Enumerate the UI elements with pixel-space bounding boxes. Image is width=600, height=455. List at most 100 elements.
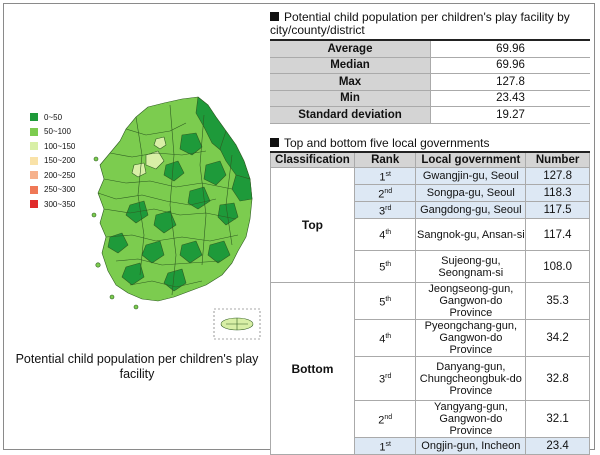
rank-suffix: th <box>385 295 392 303</box>
table-row: Bottom 5th Jeongseong-gun, Gangwon-do Pr… <box>270 282 590 455</box>
stats-row: Median 69.96 <box>270 56 590 74</box>
header-gov: Local government <box>415 151 527 168</box>
rank-number: 2 <box>378 414 385 427</box>
district-region <box>107 232 129 254</box>
rank-suffix: th <box>385 332 392 340</box>
number-cell: 32.1 <box>525 400 590 438</box>
number-cell: 118.3 <box>525 184 590 202</box>
legend-item: 250~300 <box>30 183 75 198</box>
legend-label: 50~100 <box>44 127 71 137</box>
rank-suffix: th <box>385 229 392 237</box>
header-classification: Classification <box>270 151 355 168</box>
district-region <box>217 202 239 226</box>
number-cell: 34.2 <box>525 319 590 357</box>
legend-item: 0~50 <box>30 110 75 125</box>
number-cell: 32.8 <box>525 356 590 401</box>
district-region <box>207 240 231 264</box>
gov-cell: Jeongseong-gun, Gangwon-do Province <box>415 282 527 320</box>
legend-item: 150~200 <box>30 154 75 169</box>
rank-suffix: rd <box>385 204 392 212</box>
square-bullet-icon <box>270 138 279 147</box>
rank-suffix: st <box>385 440 391 448</box>
stats-row: Max 127.8 <box>270 73 590 91</box>
stats-title-text: Potential child population per children'… <box>270 10 570 37</box>
jeju-inset-box <box>213 308 261 340</box>
map-legend: 0~50 50~100 100~150 150~200 200~250 250~… <box>30 110 75 212</box>
boundary-line <box>97 122 239 288</box>
stats-label: Standard deviation <box>270 106 431 124</box>
stats-value: 69.96 <box>430 39 590 58</box>
table-row: 3rd Danyang-gun, Chungcheongbuk-do Provi… <box>271 356 590 401</box>
stats-value: 127.8 <box>430 73 590 91</box>
rank-header-row: Classification Rank Local government Num… <box>270 151 590 168</box>
rank-number: 2 <box>378 188 385 201</box>
island <box>95 262 101 268</box>
rank-cell: 1st <box>353 167 417 185</box>
gov-cell: Gwangjin-gu, Seoul <box>415 167 527 185</box>
rank-cell: 1st <box>353 437 417 455</box>
rank-number: 3 <box>379 373 386 386</box>
table-row: 3rd Gangdong-gu, Seoul 117.5 <box>271 201 590 219</box>
district-region <box>153 136 167 150</box>
number-cell: 23.4 <box>525 437 590 455</box>
gov-cell: Pyeongchang-gun, Gangwon-do Province <box>415 319 527 357</box>
stats-row: Min 23.43 <box>270 89 590 107</box>
table-row: 1st Ongjin-gun, Incheon 23.4 <box>271 437 590 455</box>
district-region <box>231 174 253 202</box>
island <box>93 156 99 162</box>
stats-title: Potential child population per children'… <box>270 11 595 37</box>
gov-cell: Sujeong-gu, Seongnam-si <box>415 250 527 283</box>
stats-label: Average <box>270 39 431 58</box>
district-region <box>163 160 185 182</box>
gov-cell: Sangnok-gu, Ansan-si <box>415 218 527 251</box>
mainland-region <box>97 96 253 302</box>
stats-label: Max <box>270 73 431 91</box>
rank-suffix: nd <box>384 413 393 421</box>
legend-swatch <box>30 171 38 180</box>
stats-table: Average 69.96 Median 69.96 Max 127.8 Min 23.… <box>270 39 590 124</box>
island <box>109 294 115 300</box>
district-region <box>203 160 227 186</box>
number-cell: 108.0 <box>525 250 590 283</box>
legend-item: 300~350 <box>30 197 75 212</box>
rank-title-text: Top and bottom five local governments <box>284 136 490 150</box>
korea-choropleth-map <box>91 96 261 340</box>
district-region <box>153 210 177 234</box>
rank-cell: 2nd <box>353 400 417 438</box>
district-region <box>131 162 147 178</box>
stats-label: Min <box>270 89 431 107</box>
legend-label: 150~200 <box>44 156 76 166</box>
gov-cell: Yangyang-gun, Gangwon-do Province <box>415 400 527 438</box>
district-region <box>179 240 203 264</box>
header-number: Number <box>525 151 590 168</box>
legend-swatch <box>30 127 38 136</box>
rank-cell: 4th <box>353 319 417 357</box>
stats-value: 19.27 <box>430 106 590 124</box>
legend-label: 0~50 <box>44 112 63 122</box>
stats-value: 69.96 <box>430 56 590 74</box>
rank-cell: 4th <box>353 218 417 251</box>
legend-label: 300~350 <box>44 199 76 209</box>
bottom-label: Bottom <box>270 282 355 455</box>
number-cell: 127.8 <box>525 167 590 185</box>
rank-suffix: st <box>385 170 391 178</box>
stats-label: Median <box>270 56 431 74</box>
legend-item: 100~150 <box>30 139 75 154</box>
rank-cell: 3rd <box>353 356 417 401</box>
rank-number: 4 <box>379 333 386 346</box>
rank-number: 3 <box>379 205 386 218</box>
rank-number: 5 <box>379 296 386 309</box>
rank-suffix: nd <box>384 187 393 195</box>
legend-swatch <box>30 113 38 122</box>
rank-number: 4 <box>379 229 386 242</box>
legend-swatch <box>30 185 38 194</box>
header-rank: Rank <box>353 151 417 168</box>
rank-title: Top and bottom five local governments <box>270 137 489 150</box>
number-cell: 117.5 <box>525 201 590 219</box>
rank-cell: 3rd <box>353 201 417 219</box>
legend-label: 200~250 <box>44 170 76 180</box>
map-caption: Potential child population per children'… <box>15 352 259 381</box>
rank-suffix: rd <box>385 373 392 381</box>
stats-value: 23.43 <box>430 89 590 107</box>
top-label: Top <box>270 167 355 283</box>
